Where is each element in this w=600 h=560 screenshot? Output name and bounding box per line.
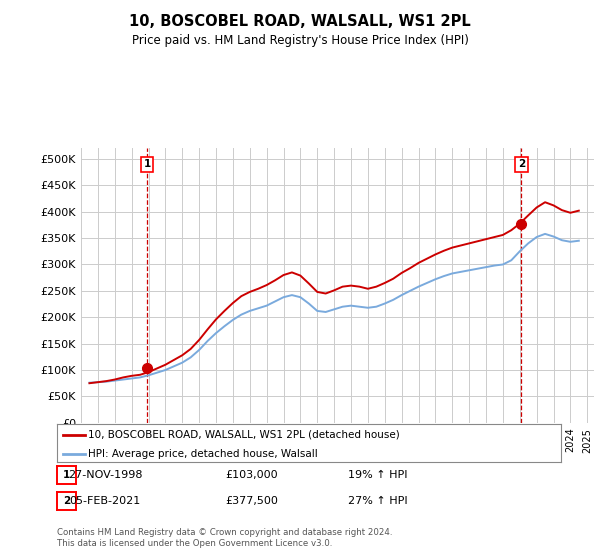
Text: £103,000: £103,000 [226, 470, 278, 480]
Text: 2: 2 [63, 496, 70, 506]
Text: 19% ↑ HPI: 19% ↑ HPI [348, 470, 408, 480]
Text: 10, BOSCOBEL ROAD, WALSALL, WS1 2PL: 10, BOSCOBEL ROAD, WALSALL, WS1 2PL [129, 14, 471, 29]
Text: 2: 2 [518, 159, 525, 169]
Text: Contains HM Land Registry data © Crown copyright and database right 2024.
This d: Contains HM Land Registry data © Crown c… [57, 528, 392, 548]
Text: 27% ↑ HPI: 27% ↑ HPI [348, 496, 408, 506]
Text: Price paid vs. HM Land Registry's House Price Index (HPI): Price paid vs. HM Land Registry's House … [131, 34, 469, 46]
Text: 27-NOV-1998: 27-NOV-1998 [68, 470, 142, 480]
Text: HPI: Average price, detached house, Walsall: HPI: Average price, detached house, Wals… [88, 449, 318, 459]
Text: 10, BOSCOBEL ROAD, WALSALL, WS1 2PL (detached house): 10, BOSCOBEL ROAD, WALSALL, WS1 2PL (det… [88, 430, 400, 440]
Text: £377,500: £377,500 [226, 496, 278, 506]
Text: 05-FEB-2021: 05-FEB-2021 [70, 496, 140, 506]
Text: 1: 1 [143, 159, 151, 169]
Text: 1: 1 [63, 470, 70, 480]
